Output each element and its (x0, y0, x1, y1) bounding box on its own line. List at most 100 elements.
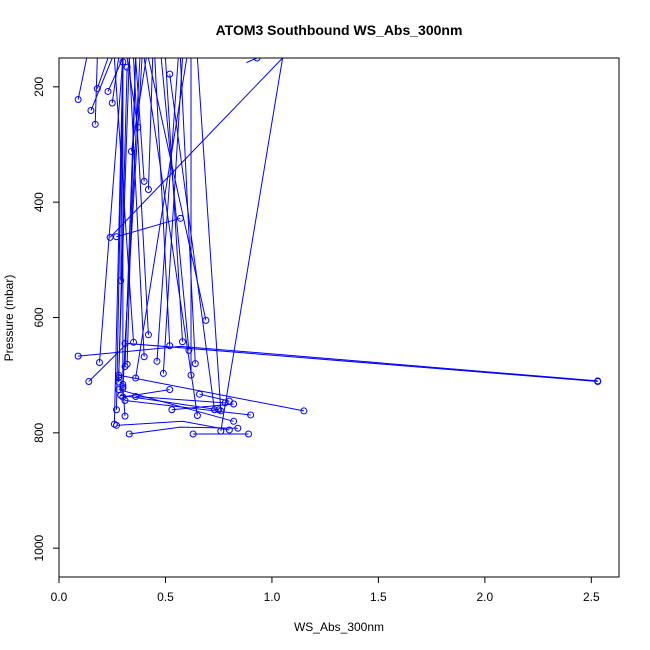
data-point (247, 411, 255, 419)
y-axis-label: Pressure (mbar) (2, 275, 16, 362)
series-line (122, 58, 141, 389)
data-point (245, 430, 253, 438)
data-point (74, 352, 82, 360)
data-point (166, 342, 174, 350)
series-line (171, 403, 234, 411)
series-line (109, 58, 283, 238)
x-tick-label: 0.0 (51, 590, 68, 604)
data-point (140, 353, 148, 361)
data-point (168, 406, 176, 414)
data-point (225, 426, 233, 434)
data-point (230, 417, 238, 425)
data-point (140, 177, 148, 185)
data-point (85, 378, 93, 386)
series-group (74, 58, 602, 438)
series-line (135, 58, 188, 379)
series-line (196, 58, 222, 411)
plot-data (74, 58, 602, 438)
series-line (124, 400, 251, 416)
data-point (95, 358, 103, 366)
series-line (118, 58, 130, 378)
series-line (133, 58, 149, 335)
series-line (156, 58, 179, 362)
data-point (121, 363, 129, 371)
x-tick-label: 2.5 (583, 590, 600, 604)
series-line (122, 389, 170, 398)
series-line (135, 58, 145, 182)
series-line (113, 58, 135, 343)
data-point (115, 386, 123, 394)
series-line (88, 342, 598, 383)
data-point (153, 357, 161, 365)
y-tick-label: 600 (32, 307, 46, 327)
data-point (253, 58, 261, 62)
data-point (159, 369, 167, 377)
series-line (126, 58, 137, 365)
series-line (147, 58, 207, 321)
x-axis-label: WS_Abs_300nm (294, 620, 384, 634)
data-point (234, 424, 242, 432)
y-tick-label: 1000 (32, 534, 46, 561)
data-point (144, 331, 152, 339)
series-line (96, 58, 109, 89)
data-point (87, 106, 95, 114)
data-point (119, 393, 127, 401)
data-point (91, 120, 99, 128)
series-line (160, 58, 190, 351)
series-line (77, 58, 88, 100)
data-point (300, 407, 308, 415)
y-tick-label: 400 (32, 192, 46, 212)
y-axis: 200 400 600 800 1000 (32, 77, 59, 562)
plot-frame (58, 57, 620, 578)
chart-title: ATOM3 Southbound WS_Abs_300nm (216, 22, 463, 38)
series-line (90, 58, 113, 111)
data-point (594, 378, 602, 386)
series-line (154, 58, 171, 346)
data-point (166, 386, 174, 394)
data-point (178, 338, 186, 346)
series-line (179, 58, 196, 364)
data-point (193, 412, 201, 420)
series-line (128, 58, 145, 357)
series-line (143, 58, 198, 416)
series-line (122, 386, 126, 417)
series-line (220, 58, 284, 432)
data-point (130, 338, 138, 346)
series-line (169, 74, 215, 410)
data-point (112, 406, 120, 414)
data-point (125, 430, 133, 438)
data-point (217, 427, 225, 435)
data-point (110, 420, 118, 428)
x-tick-label: 1.0 (264, 590, 281, 604)
x-axis: 0.0 0.5 1.0 1.5 2.0 2.5 (51, 577, 600, 604)
data-point (121, 412, 129, 420)
x-tick-label: 0.5 (157, 590, 174, 604)
data-point (104, 87, 112, 95)
series-line (113, 58, 124, 425)
data-point (93, 85, 101, 93)
x-tick-label: 1.5 (370, 590, 387, 604)
y-tick-label: 200 (32, 77, 46, 97)
x-tick-label: 2.0 (477, 590, 494, 604)
series-line (162, 58, 183, 374)
series-line (147, 58, 154, 190)
series-line (116, 420, 230, 431)
series-line (78, 345, 598, 382)
data-point (106, 233, 114, 241)
series-line (129, 426, 238, 435)
data-point (230, 400, 238, 408)
data-point (121, 397, 129, 405)
data-point (189, 430, 197, 438)
data-point (202, 316, 210, 324)
series-line (135, 396, 226, 404)
series-line (118, 374, 304, 412)
data-point (191, 360, 199, 368)
series-line (98, 58, 124, 363)
series-line (246, 58, 258, 64)
data-point (108, 99, 116, 107)
series-line (116, 217, 181, 238)
data-point (74, 96, 82, 104)
data-point (132, 393, 140, 401)
y-tick-label: 800 (32, 423, 46, 443)
